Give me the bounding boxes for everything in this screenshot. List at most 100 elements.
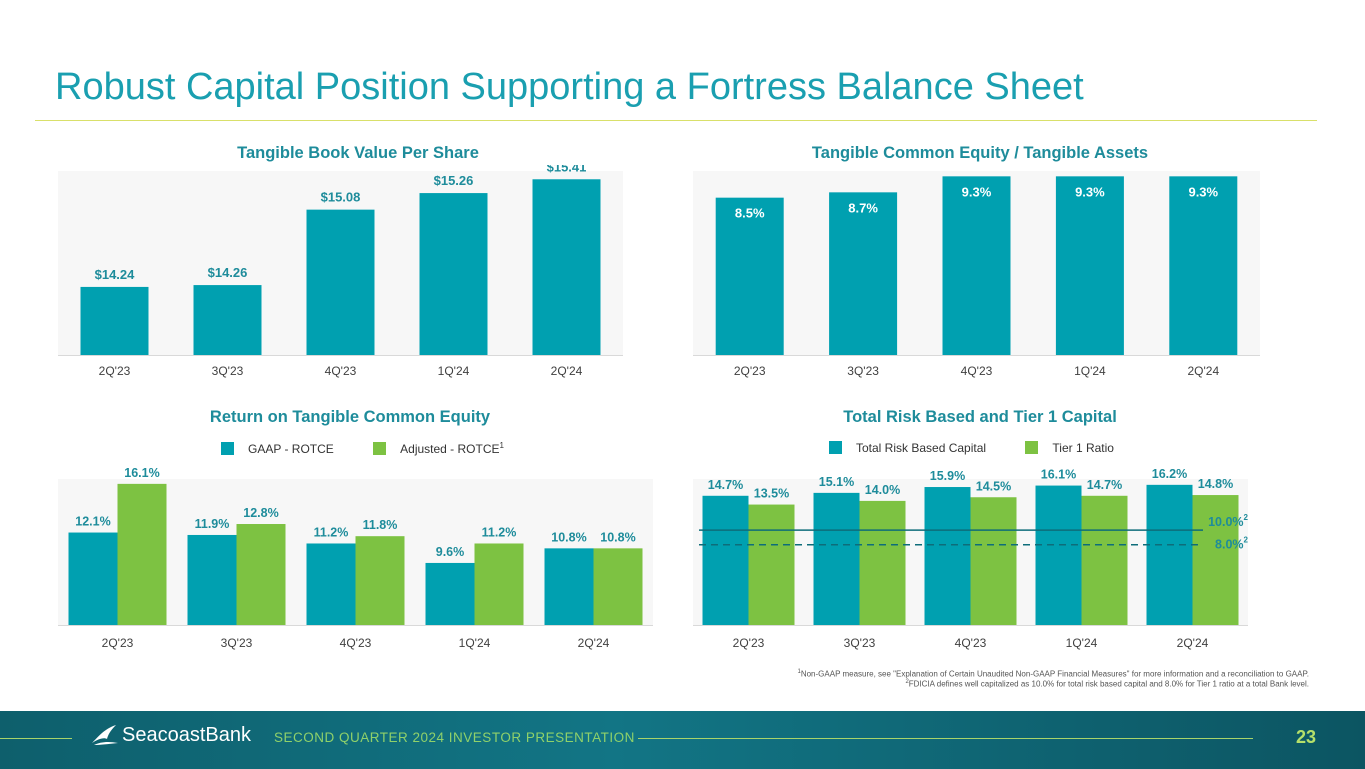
x-tick-label: 3Q'23 xyxy=(221,636,253,650)
x-tick-label: 1Q'24 xyxy=(438,364,470,378)
bar xyxy=(593,548,643,625)
x-tick-label: 2Q'23 xyxy=(733,636,765,650)
reference-label: 8.0%2 xyxy=(1215,536,1249,552)
legend-label-gaap: GAAP - ROTCE xyxy=(248,442,334,456)
x-tick-label: 4Q'23 xyxy=(955,636,987,650)
data-label: 10.8% xyxy=(551,530,586,544)
bar xyxy=(187,534,237,625)
bar xyxy=(1055,176,1124,355)
x-tick-label: 1Q'24 xyxy=(1066,636,1098,650)
data-label: 9.3% xyxy=(1075,184,1105,199)
footer-rule-left xyxy=(0,738,72,739)
presentation-label: SECOND QUARTER 2024 INVESTOR PRESENTATIO… xyxy=(274,730,635,745)
data-label: 9.3% xyxy=(1188,184,1218,199)
legend-rotce: GAAP - ROTCE Adjusted - ROTCE1 xyxy=(221,441,504,456)
chart-title-capital: Total Risk Based and Tier 1 Capital xyxy=(843,408,1117,426)
bar xyxy=(715,197,784,355)
data-label: 16.1% xyxy=(124,466,159,480)
bar xyxy=(970,497,1017,625)
x-tick-label: 1Q'24 xyxy=(1074,364,1106,378)
chart-capital: 14.7% 13.5% 2Q'23 15.1% 14.0% 3Q'23 15.9% 14.5%… xyxy=(693,467,1249,650)
x-tick-label: 3Q'23 xyxy=(847,364,879,378)
legend-capital: Total Risk Based Capital Tier 1 Ratio xyxy=(829,441,1114,455)
page-number: 23 xyxy=(1296,727,1317,747)
bar xyxy=(306,209,375,355)
data-label: 15.9% xyxy=(930,469,965,483)
x-tick-label: 4Q'23 xyxy=(325,364,357,378)
bar xyxy=(236,524,286,625)
data-label: 15.1% xyxy=(819,475,854,489)
x-tick-label: 1Q'24 xyxy=(459,636,491,650)
legend-label-tier1: Tier 1 Ratio xyxy=(1052,441,1114,455)
data-label: 16.2% xyxy=(1152,467,1187,481)
page-title: Robust Capital Position Supporting a For… xyxy=(55,66,1084,108)
legend-swatch-adjusted xyxy=(373,442,387,455)
chart-title-tce: Tangible Common Equity / Tangible Assets xyxy=(811,144,1149,162)
data-label: 8.5% xyxy=(735,206,765,221)
legend-label-total-risk: Total Risk Based Capital xyxy=(856,441,987,455)
chart-title-tbvps: Tangible Book Value Per Share xyxy=(237,144,479,162)
bar xyxy=(68,532,118,625)
x-tick-label: 2Q'24 xyxy=(578,636,610,650)
chart-tce: 8.5% 2Q'23 8.7% 3Q'23 9.3% 4Q'23 9.3% 1Q'24 9.3%… xyxy=(693,171,1260,378)
x-tick-label: 3Q'23 xyxy=(212,364,244,378)
x-tick-label: 2Q'23 xyxy=(734,364,766,378)
legend-swatch-gaap xyxy=(221,442,234,455)
bar xyxy=(474,543,524,625)
data-label: 16.1% xyxy=(1041,468,1076,482)
data-label: 11.9% xyxy=(195,517,230,531)
bar xyxy=(702,495,749,625)
data-label: 14.0% xyxy=(865,483,900,497)
seacoast-wave-icon xyxy=(92,725,118,745)
reference-label: 10.0%2 xyxy=(1208,513,1248,529)
x-tick-label: 2Q'24 xyxy=(1187,364,1219,378)
x-tick-label: 3Q'23 xyxy=(844,636,876,650)
bar xyxy=(355,536,405,625)
bar xyxy=(748,504,795,625)
footnote-1: 1Non-GAAP measure, see "Explanation of C… xyxy=(797,669,1309,679)
chart-tbvps: $14.24 2Q'23 $14.26 3Q'23 $15.08 4Q'23 $15.26 1… xyxy=(58,165,623,378)
data-label: 9.3% xyxy=(962,184,992,199)
bar xyxy=(859,500,906,625)
data-label: 9.6% xyxy=(436,545,465,559)
data-label: $15.08 xyxy=(321,190,361,205)
data-label: 12.8% xyxy=(243,506,278,520)
bar xyxy=(942,176,1011,355)
legend-footnote-mark: 1 xyxy=(499,441,504,450)
bar xyxy=(532,179,601,355)
data-label: 10.8% xyxy=(600,530,635,544)
data-label: 14.8% xyxy=(1198,477,1233,491)
x-tick-label: 2Q'23 xyxy=(99,364,131,378)
chart-title-rotce: Return on Tangible Common Equity xyxy=(209,408,491,426)
x-tick-label: 4Q'23 xyxy=(340,636,372,650)
footer-rule-right xyxy=(638,738,1253,739)
x-tick-label: 4Q'23 xyxy=(961,364,993,378)
data-label: 14.7% xyxy=(708,478,743,492)
seacoast-logo: SeacoastBank xyxy=(90,723,251,747)
footnote-2: 2FDICIA defines well capitalized as 10.0… xyxy=(905,679,1309,689)
data-label: $15.41 xyxy=(547,165,587,174)
x-tick-label: 2Q'24 xyxy=(1177,636,1209,650)
data-label: 12.1% xyxy=(75,515,110,529)
bar xyxy=(419,193,488,355)
data-label: $14.24 xyxy=(95,267,136,282)
legend-swatch-tier1 xyxy=(1025,441,1039,454)
bar xyxy=(1081,495,1128,625)
data-label: 11.2% xyxy=(482,525,517,539)
data-label: 8.7% xyxy=(848,200,878,215)
x-tick-label: 2Q'24 xyxy=(551,364,583,378)
bar xyxy=(193,285,262,355)
bar xyxy=(80,286,149,355)
bar xyxy=(1035,485,1082,625)
title-rule xyxy=(35,120,1317,121)
bar xyxy=(1169,176,1238,355)
bar xyxy=(1192,495,1239,625)
legend-swatch-total-risk xyxy=(829,441,842,454)
bar xyxy=(924,487,971,625)
legend-label-adjusted: Adjusted - ROTCE xyxy=(400,442,500,456)
data-label: 11.2% xyxy=(314,525,349,539)
bar xyxy=(306,543,356,625)
data-label: $15.26 xyxy=(434,173,474,188)
data-label: 11.8% xyxy=(363,518,398,532)
bar xyxy=(117,483,167,625)
